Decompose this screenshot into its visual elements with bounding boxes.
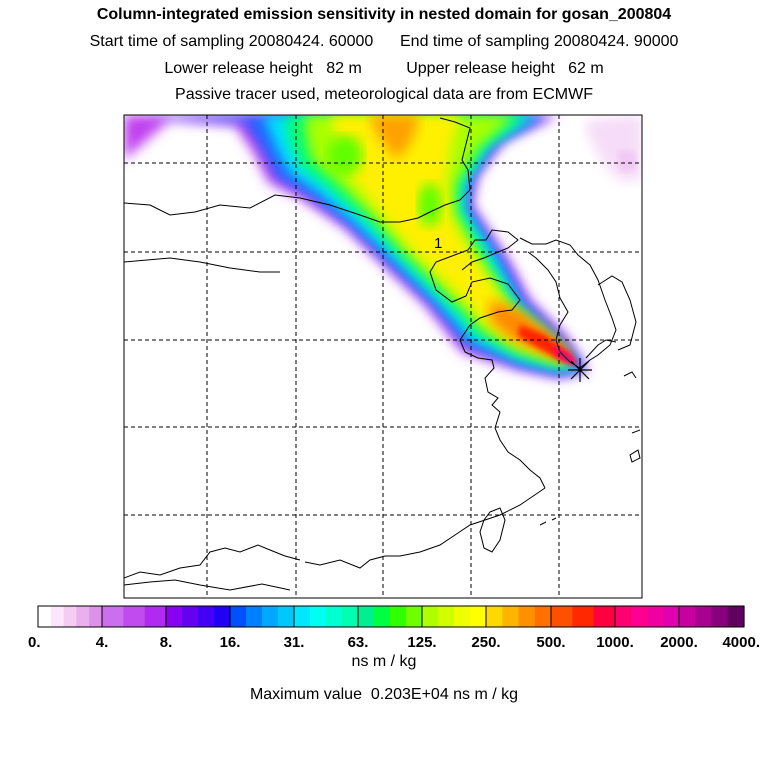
colorbar-cell (518, 606, 536, 627)
sampling-time-line: Start time of sampling 20080424. 60000 E… (89, 33, 679, 50)
maximum-value-label: Maximum value 0.203E+04 ns m / kg (249, 686, 519, 703)
colorbar-tick-label: 4000. (722, 634, 760, 651)
colorbar-cell (230, 606, 247, 627)
colorbar-cell (593, 606, 616, 627)
colorbar-cell (711, 606, 729, 627)
colorbar-cell (198, 606, 215, 627)
colorbar-cell (166, 606, 183, 627)
colorbar-cell (310, 606, 327, 627)
colorbar-cell (214, 606, 231, 627)
colorbar-cell (50, 606, 65, 627)
colorbar-cell (63, 606, 77, 627)
colorbar-tick-labels: 0. 4. 8. 16. 31. 63. 125. 250. 500. 1000. 2000. 400… (28, 634, 760, 651)
colorbar-tick-label: 0. (28, 634, 41, 651)
colorbar-frame (37, 605, 745, 628)
colorbar-cell (470, 606, 487, 627)
tracer-info-line: Passive tracer used, meteorological data… (175, 86, 593, 103)
colorbar-tick-label: 125. (407, 634, 436, 651)
colorbar-tick-label: 8. (160, 634, 173, 651)
colorbar-cell (647, 606, 664, 627)
colorbar-cell (422, 606, 439, 627)
colorbar-cell (727, 606, 745, 627)
colorbar-cell (572, 606, 595, 627)
colorbar-cell (486, 606, 503, 627)
colorbar-tick-label: 250. (471, 634, 500, 651)
contour-label: 1 (434, 235, 442, 252)
colorbar-cell (358, 606, 375, 627)
colorbar-tick-label: 63. (348, 634, 369, 651)
graticule (124, 115, 642, 598)
colorbar-cell (76, 606, 90, 627)
colorbar-cell (454, 606, 471, 627)
colorbar-cell (262, 606, 279, 627)
colorbar-tick-label: 500. (536, 634, 565, 651)
colorbar-cell (89, 606, 103, 627)
colorbar-tick-label: 2000. (660, 634, 698, 651)
colorbar-cell (342, 606, 359, 627)
colorbar-tick-label: 4. (96, 634, 109, 651)
colorbar-cell (374, 606, 391, 627)
colorbar-cell (679, 606, 696, 627)
receptor-star-marker (568, 358, 592, 382)
colorbar-cell (502, 606, 520, 627)
colorbar-cell (246, 606, 263, 627)
colorbar-cell (294, 606, 311, 627)
colorbar-cell (663, 606, 680, 627)
colorbar-cell (123, 606, 146, 627)
colorbar-cell (390, 606, 407, 627)
coastlines (124, 117, 641, 591)
colorbar-cell (144, 606, 167, 627)
colorbar-cell (534, 606, 552, 627)
colorbar-cell (182, 606, 199, 627)
colorbar-tick-label: 1000. (596, 634, 634, 651)
colorbar-cell (38, 606, 52, 627)
colorbar-cell (631, 606, 648, 627)
release-height-line: Lower release height 82 m Upper release … (164, 60, 604, 77)
colorbar-cell (438, 606, 455, 627)
plot-title: Column-integrated emission sensitivity i… (96, 6, 672, 23)
map-frame (123, 114, 643, 599)
colorbar-tick-label: 16. (220, 634, 241, 651)
colorbar-cell (406, 606, 423, 627)
colorbar-tick-label: 31. (284, 634, 305, 651)
colorbar-cell (102, 606, 124, 627)
colorbar-unit-label: ns m / kg (351, 653, 417, 670)
colorbar-cell (695, 606, 713, 627)
colorbar-cells (38, 606, 745, 627)
colorbar: 0. 4. 8. 16. 31. 63. 125. 250. 500. 1000. 2000. 400… (28, 605, 760, 651)
colorbar-cell (615, 606, 632, 627)
colorbar-cell (551, 606, 573, 627)
colorbar-cell (278, 606, 295, 627)
colorbar-cell (326, 606, 343, 627)
